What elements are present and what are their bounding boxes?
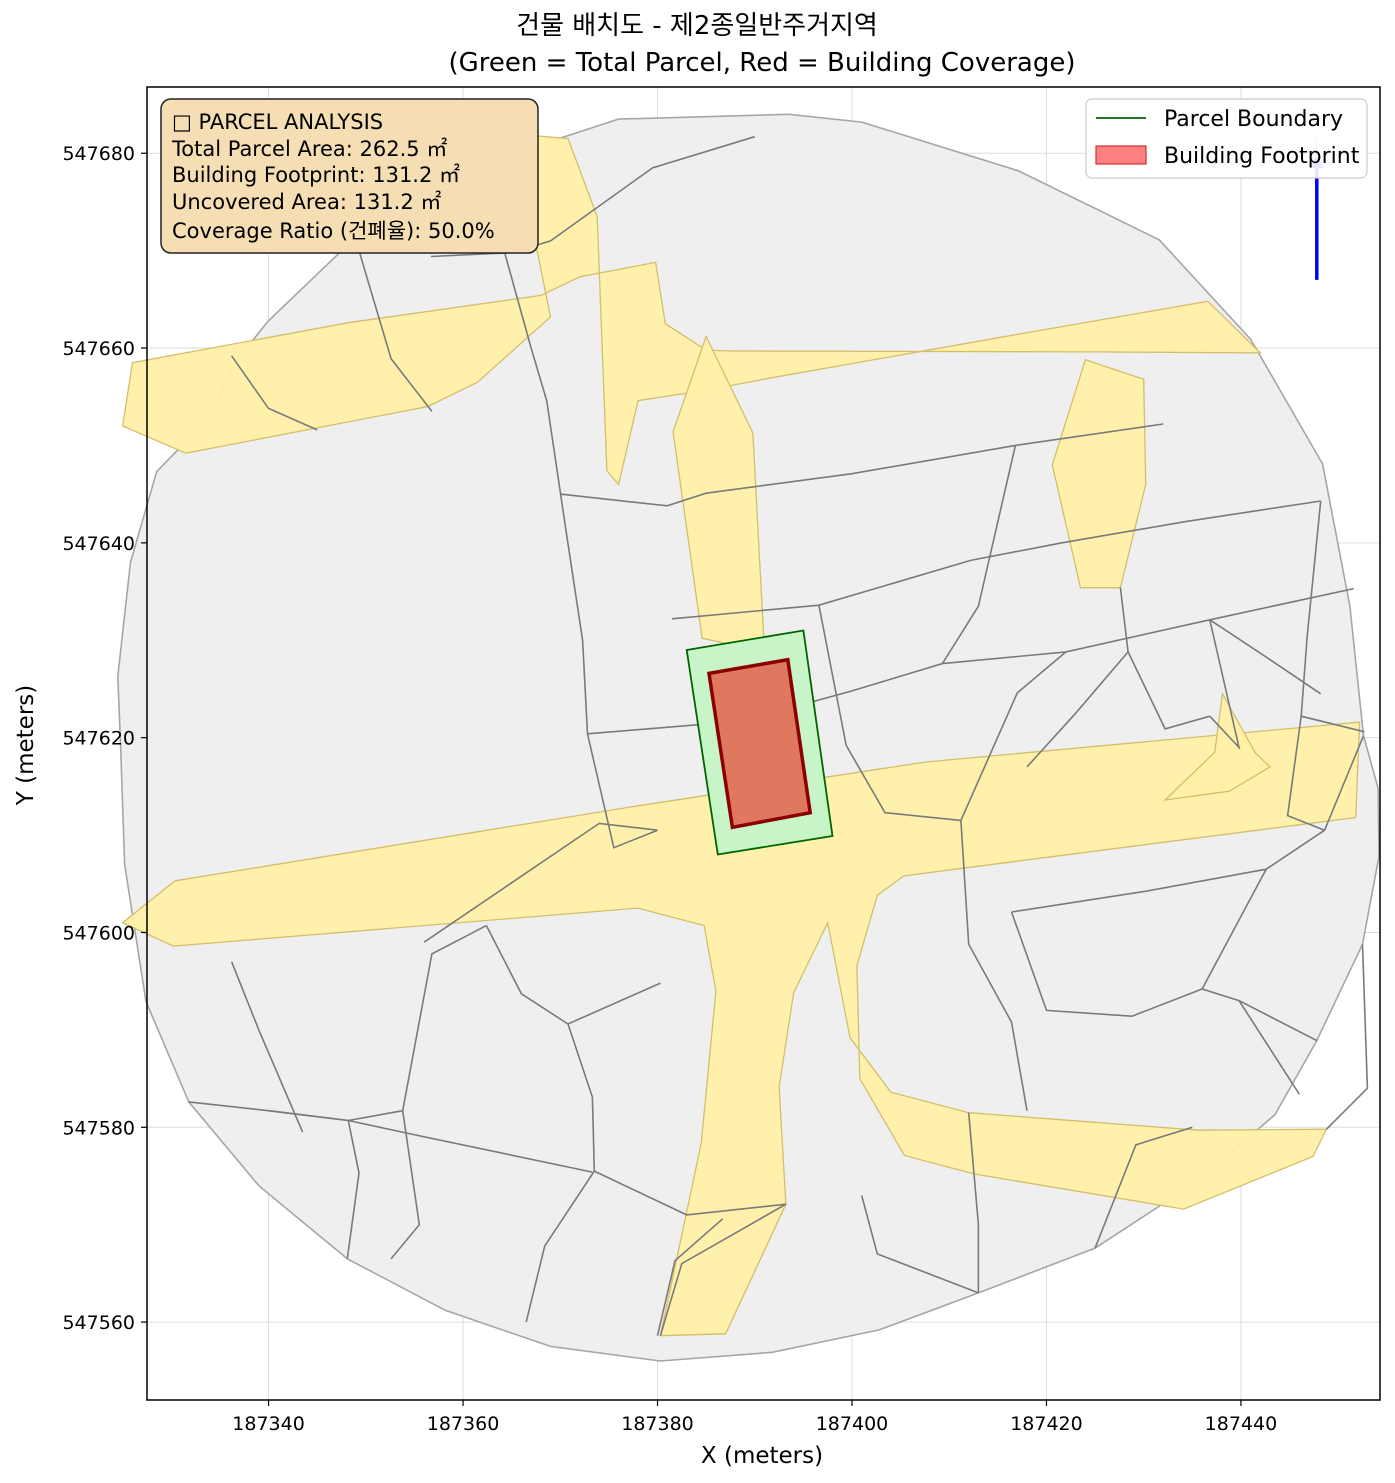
y-axis-label: Y (meters): [13, 685, 39, 806]
parcel-line: [1119, 587, 1211, 730]
y-tick-label: 547680: [62, 143, 135, 165]
road: [1163, 691, 1272, 801]
parcel-line: [501, 242, 589, 734]
parcel-line: [960, 820, 1028, 1111]
info-line-uncovered: Uncovered Area: 131.2 ㎡: [172, 190, 441, 214]
info-box: □ PARCEL ANALYSIS Total Parcel Area: 262…: [160, 98, 539, 254]
parcel-line: [268, 1109, 403, 1122]
parcel-line: [672, 500, 1321, 620]
x-tick-label: 187380: [621, 1413, 694, 1435]
y-tick-label: 547560: [62, 1312, 135, 1334]
legend-building-footprint: Building Footprint: [1164, 144, 1360, 169]
info-line-total-area: Total Parcel Area: 262.5 ㎡: [171, 137, 447, 161]
parcel-line: [401, 924, 487, 1111]
parcel-line: [1238, 1000, 1300, 1095]
parcel-line: [1286, 716, 1325, 831]
parcel-line: [390, 1110, 421, 1260]
parcel-line: [960, 651, 1067, 821]
axis-ticks: 187340 187360 187380 187400 187420 187440 5475…: [62, 143, 1277, 1435]
parcel-line: [230, 355, 318, 431]
parcel-line: [1209, 619, 1322, 695]
map-area: [116, 113, 1380, 1362]
road: [121, 133, 1262, 486]
parcel-line: [593, 1170, 786, 1216]
x-tick-label: 187360: [427, 1413, 500, 1435]
x-tick-label: 187440: [1205, 1413, 1278, 1435]
chart-subtitle: (Green = Total Parcel, Red = Building Co…: [449, 48, 1076, 78]
parcel-line: [346, 1120, 360, 1259]
parcel-line: [1010, 911, 1318, 1042]
building-footprint: [707, 657, 813, 830]
chart-title: 건물 배치도 - 제2종일반주거지역: [516, 11, 878, 41]
y-tick-label: 547640: [62, 533, 135, 555]
y-tick-label: 547600: [62, 922, 135, 944]
parcel-line: [423, 822, 658, 943]
parcel-line: [818, 605, 961, 822]
legend-background: [1085, 98, 1368, 179]
info-line-heading: □ PARCEL ANALYSIS: [172, 110, 383, 134]
parcel-line: [1300, 500, 1365, 733]
parcel-line: [1094, 1126, 1193, 1249]
legend: Parcel Boundary Building Footprint: [1085, 98, 1368, 179]
y-tick-label: 547620: [62, 728, 135, 750]
x-tick-label: 187340: [232, 1413, 305, 1435]
parcel-line: [1325, 944, 1369, 1130]
plot-frame: [146, 86, 1381, 1401]
parcel-line: [560, 423, 1164, 507]
parcel-line: [1201, 868, 1267, 990]
x-tick-label: 187400: [816, 1413, 889, 1435]
road: [121, 721, 1361, 1337]
parcel-line: [230, 961, 304, 1133]
parcel-line: [860, 1195, 979, 1294]
legend-parcel-boundary: Parcel Boundary: [1164, 107, 1343, 132]
legend-building-swatch: [1095, 145, 1147, 165]
parcel-line: [485, 925, 661, 1025]
x-tick-label: 187420: [1010, 1413, 1083, 1435]
x-axis-label: X (meters): [701, 1443, 823, 1469]
y-tick-label: 547660: [62, 338, 135, 360]
parcel-line: [967, 1112, 980, 1293]
parcel-line: [586, 733, 658, 849]
parcel-line: [1209, 619, 1241, 751]
info-line-coverage-ratio: Coverage Ratio (건폐율): 50.0%: [172, 219, 495, 243]
parcel-line: [659, 1203, 787, 1336]
info-box-background: [160, 98, 539, 254]
parcel-line: [941, 445, 1017, 665]
y-tick-label: 547580: [62, 1117, 135, 1139]
parcel-line: [430, 135, 755, 258]
parcel-line: [656, 1218, 724, 1336]
parcel-line: [355, 240, 433, 412]
info-line-footprint: Building Footprint: 131.2 ㎡: [172, 163, 460, 187]
parcel-line: [1026, 651, 1129, 768]
